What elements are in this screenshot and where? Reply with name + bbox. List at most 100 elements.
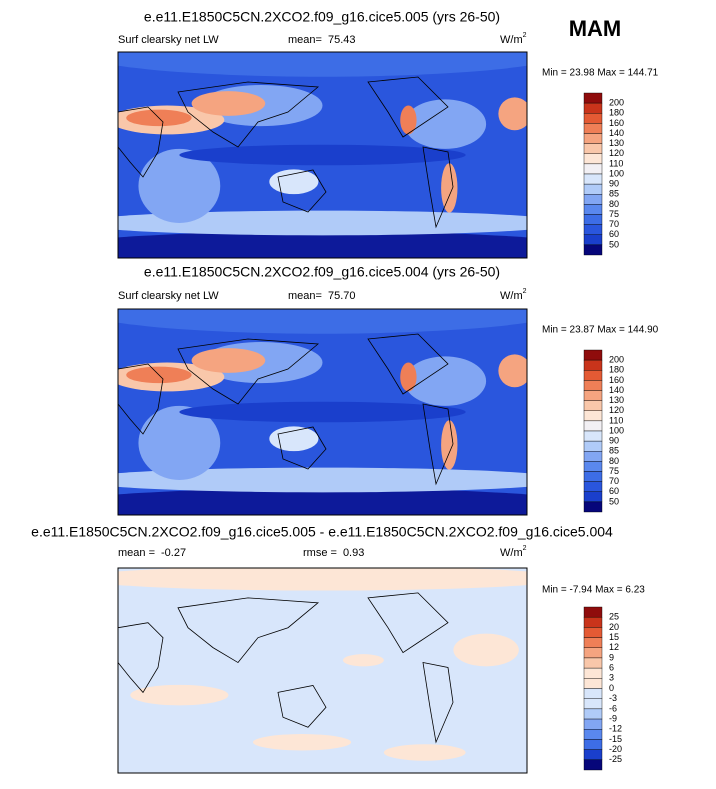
colorbar-label: 180: [609, 365, 624, 375]
colorbar-label: 120: [609, 405, 624, 415]
colorbar-box: [583, 214, 603, 225]
coastline: [367, 333, 449, 395]
units-exponent: 2: [523, 545, 527, 552]
field-patch: [179, 401, 466, 423]
min-max: Min = -7.94 Max = 6.23: [542, 585, 645, 596]
mean-value: 75.43: [328, 34, 356, 46]
colorbar-label: 130: [609, 138, 624, 148]
coastline: [367, 592, 449, 654]
colorbar-box: [583, 440, 603, 452]
map-field: [118, 568, 527, 773]
colorbar-box: [583, 616, 603, 628]
field-patch: [118, 467, 527, 493]
colorbar-box: [583, 204, 603, 215]
field-patch: [400, 362, 417, 392]
field-patch: [118, 488, 527, 515]
colorbar-label: 50: [609, 496, 619, 506]
mean-label: mean=: [288, 34, 322, 46]
colorbar-box: [583, 163, 603, 175]
field-patch: [383, 744, 466, 761]
rmse-label: rmse =: [303, 547, 337, 559]
map-field: [118, 52, 527, 258]
units: W/m2: [500, 545, 527, 559]
colorbar-label: 110: [609, 158, 623, 168]
colorbar-box: [583, 194, 603, 205]
colorbar-box: [583, 481, 603, 492]
min-max: Min = 23.98 Max = 144.71: [542, 68, 659, 79]
mean-text: mean= 75.43: [288, 34, 355, 46]
colorbar-box: [583, 234, 603, 246]
colorbar-box: [583, 224, 603, 235]
variable-name: Surf clearsky net LW: [118, 290, 219, 302]
field-patch: [138, 148, 221, 223]
colorbar-label: 160: [609, 118, 624, 128]
colorbar-box: [583, 113, 603, 124]
colorbar-box: [583, 698, 603, 710]
coastline: [177, 81, 320, 148]
field-patch: [404, 356, 487, 406]
colorbar-label: 100: [609, 168, 624, 178]
colorbar-label: 110: [609, 415, 623, 425]
mean-label: mean=: [288, 290, 322, 302]
colorbar-label: 25: [609, 612, 619, 622]
colorbar-box: [583, 451, 603, 462]
colorbar-label: 50: [609, 239, 619, 249]
field-patch: [130, 684, 229, 706]
colorbar-label: -3: [609, 693, 617, 703]
colorbar-box: [583, 359, 603, 371]
colorbar-box: [583, 430, 603, 442]
panel-title: e.e11.E1850C5CN.2XCO2.f09_g16.cice5.005 …: [31, 524, 613, 540]
colorbar-box: [583, 637, 603, 648]
field-patch: [118, 568, 527, 591]
colorbar-box: [583, 606, 603, 618]
panel-title: e.e11.E1850C5CN.2XCO2.f09_g16.cice5.005 …: [144, 9, 500, 25]
coastline: [277, 684, 327, 728]
colorbar-label: 75: [609, 466, 619, 476]
field-patch: [498, 354, 527, 388]
colorbar-box: [583, 491, 603, 503]
panel-title: e.e11.E1850C5CN.2XCO2.f09_g16.cice5.004 …: [144, 264, 500, 280]
field-patch: [404, 99, 487, 149]
colorbar-box: [583, 410, 603, 422]
coastline: [118, 106, 164, 178]
mean-label: mean =: [118, 547, 155, 559]
coastline: [277, 426, 327, 470]
colorbar-box: [583, 718, 603, 730]
colorbar-box: [583, 471, 603, 482]
field-patch: [191, 348, 266, 373]
colorbar-box: [583, 183, 603, 195]
field-patch: [441, 420, 458, 470]
colorbar-label: 85: [609, 189, 619, 199]
colorbar-label: 200: [609, 98, 624, 108]
colorbar-box: [583, 678, 603, 689]
colorbar-box: [583, 123, 603, 134]
colorbar-box: [583, 688, 603, 699]
colorbar-label: -9: [609, 713, 617, 723]
field-patch: [342, 654, 384, 667]
colorbar-label: 130: [609, 395, 624, 405]
coastline: [177, 597, 320, 664]
colorbar-label: 12: [609, 642, 619, 652]
colorbar-label: 75: [609, 209, 619, 219]
field-patch: [269, 426, 319, 452]
colorbar-box: [583, 173, 603, 185]
colorbar-label: 90: [609, 436, 619, 446]
colorbar-box: [583, 501, 603, 513]
colorbar-box: [583, 390, 603, 401]
colorbar-label: -25: [609, 754, 622, 764]
colorbar-box: [583, 380, 603, 391]
colorbar-label: -6: [609, 703, 617, 713]
colorbar-label: -12: [609, 724, 622, 734]
field-patch: [441, 163, 458, 213]
colorbar-box: [583, 729, 603, 740]
colorbar-label: 60: [609, 229, 619, 239]
colorbar-box: [583, 749, 603, 761]
colorbar-label: 0: [609, 683, 614, 693]
rmse-text: rmse = 0.93: [303, 547, 364, 559]
colorbar-box: [583, 143, 603, 154]
rmse-value: 0.93: [343, 547, 364, 559]
field-patch: [118, 309, 527, 334]
units-exponent: 2: [523, 288, 527, 295]
units-base: W/m: [500, 290, 523, 302]
colorbar-label: 20: [609, 622, 619, 632]
